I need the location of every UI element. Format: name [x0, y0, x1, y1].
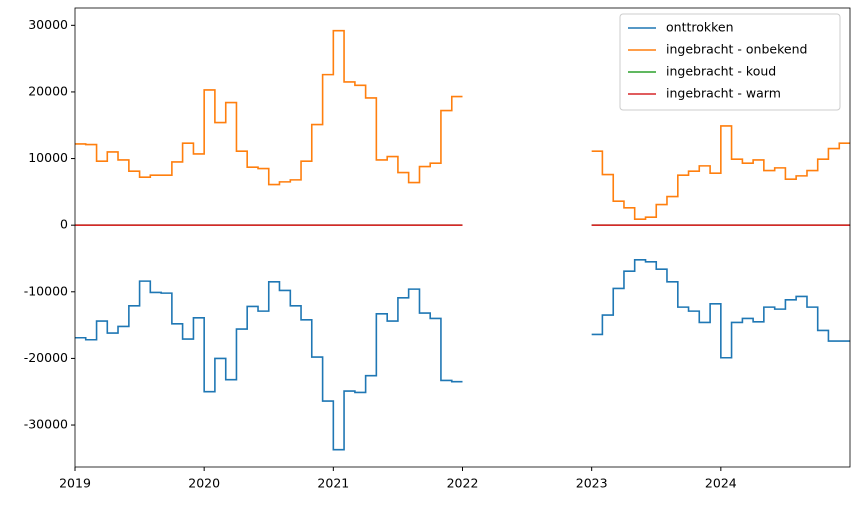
legend: onttrokken ingebracht - onbekend ingebrach…	[619, 13, 841, 111]
series-line	[75, 280, 463, 451]
series-line	[75, 29, 463, 186]
series-line	[591, 125, 851, 220]
x-tick-label: 2021	[317, 476, 349, 491]
y-tick-label: 20000	[28, 83, 68, 98]
x-tick-label: 2020	[188, 476, 220, 491]
y-tick-label: -10000	[24, 283, 68, 298]
x-tick-label: 2022	[447, 476, 479, 491]
x-tick-label: 2023	[576, 476, 608, 491]
series-line	[591, 259, 851, 359]
x-tick-label: 2024	[705, 476, 737, 491]
legend-label: ingebracht - warm	[666, 86, 781, 101]
x-tick-label: 2019	[59, 476, 91, 491]
legend-label: ingebracht - koud	[666, 64, 776, 79]
legend-label: ingebracht - onbekend	[666, 42, 807, 57]
legend-label: onttrokken	[666, 20, 734, 35]
y-tick-label: -30000	[24, 417, 68, 432]
legend-box	[619, 13, 841, 111]
y-tick-label: 30000	[28, 17, 68, 32]
y-tick-label: -20000	[24, 350, 68, 365]
y-tick-label: 10000	[28, 150, 68, 165]
y-tick-label: 0	[60, 217, 68, 232]
plot-frame	[74, 7, 851, 468]
